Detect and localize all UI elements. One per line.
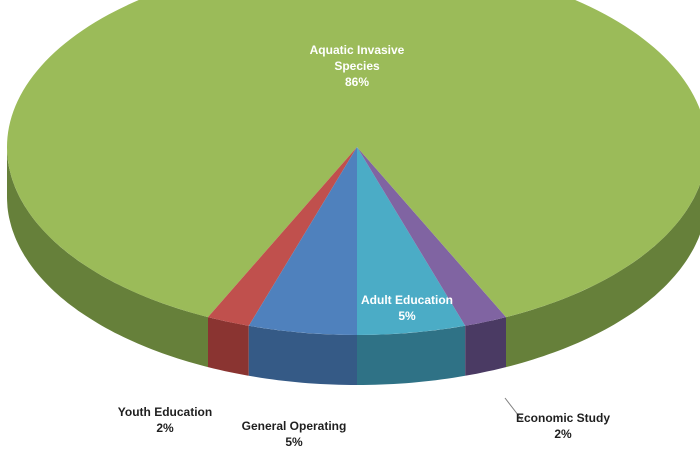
data-label: Adult Education 5%: [347, 292, 467, 324]
label-value: 5%: [285, 435, 303, 449]
label-name: Economic Study: [515, 411, 610, 425]
label-name: Youth Education: [117, 405, 213, 419]
data-label: Economic Study 2%: [493, 410, 633, 442]
slice: [7, 0, 700, 318]
slice-side: [465, 317, 506, 376]
slice-side: [7, 147, 700, 368]
label-value: 2%: [156, 421, 174, 435]
label-name: Aquatic Invasive Species: [309, 43, 405, 73]
label-value: 2%: [554, 427, 572, 441]
slice: [357, 147, 466, 335]
slice: [357, 147, 507, 326]
data-label: General Operating 5%: [224, 418, 364, 450]
slice: [248, 147, 357, 335]
label-value: 86%: [344, 75, 370, 89]
label-value: 5%: [398, 309, 416, 323]
data-label: Youth Education 2%: [95, 404, 235, 436]
slice-side: [357, 325, 466, 385]
slice-side: [208, 317, 249, 376]
leader-line: [504, 397, 523, 421]
slice: [207, 147, 357, 326]
slice-side: [248, 325, 357, 385]
label-name: General Operating: [241, 419, 347, 433]
data-label: Aquatic Invasive Species 86%: [302, 42, 412, 90]
label-name: Adult Education: [361, 293, 453, 307]
